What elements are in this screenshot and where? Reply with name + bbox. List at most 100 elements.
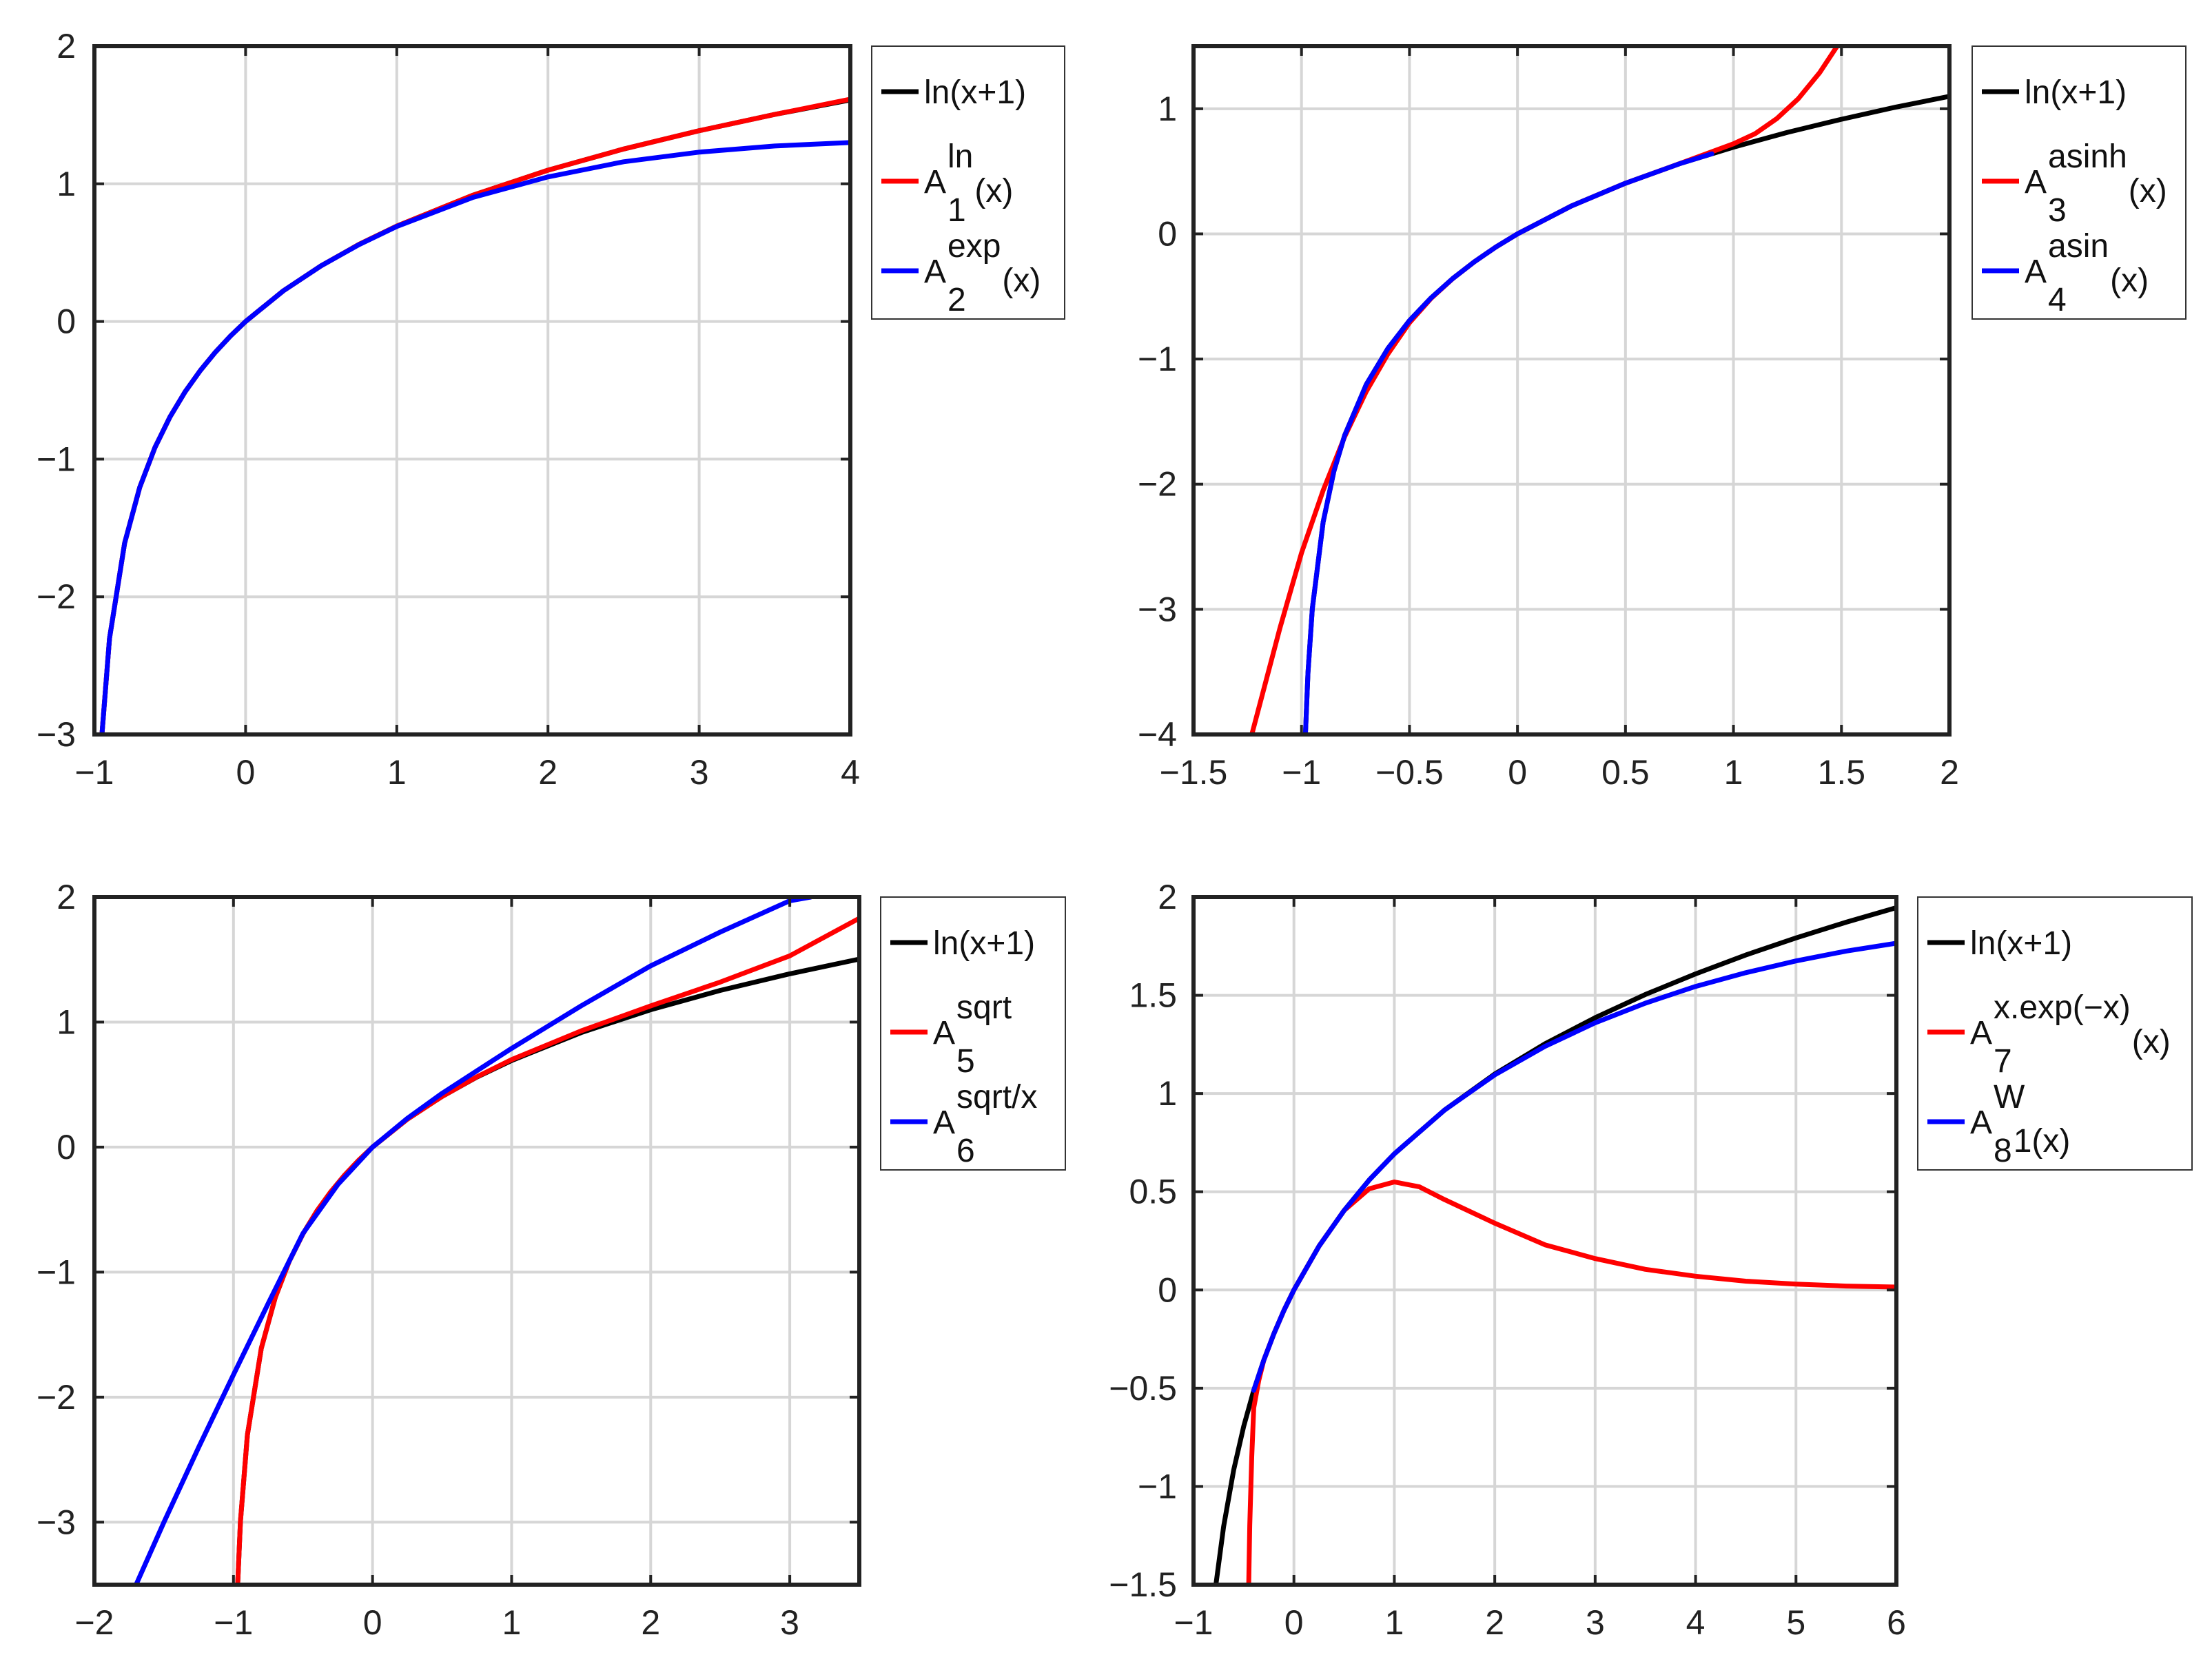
- series-line-1-3: [99, 140, 850, 734]
- legend-label-sub: 2: [948, 282, 966, 318]
- legend-label-sub: 6: [956, 1133, 975, 1169]
- x-tick-label: 5: [1786, 1603, 1805, 1642]
- y-tick-label: 0: [1158, 214, 1177, 253]
- legend-label-sub: 8: [1994, 1133, 2012, 1169]
- legend-label-sup: ln: [948, 138, 973, 175]
- y-tick-label: −3: [37, 1503, 76, 1541]
- y-tick-label: −1: [1138, 340, 1177, 378]
- x-tick-label: −1.5: [1160, 753, 1228, 792]
- legend-label-tail: (x): [2129, 173, 2167, 209]
- legend-label-base: A: [933, 1104, 955, 1141]
- y-tick-label: 2: [57, 27, 76, 65]
- x-tick-label: 0.5: [1601, 753, 1650, 792]
- series-line-2-3: [1302, 151, 1714, 734]
- legend-label: ln(x+1): [924, 74, 1026, 111]
- y-tick-label: −1: [37, 1253, 76, 1291]
- legend-label-tail: (x): [1002, 263, 1041, 299]
- x-tick-label: −1: [1282, 753, 1321, 792]
- legend-label: ln(x+1): [2025, 74, 2127, 111]
- plot-frame: [92, 895, 861, 1587]
- legend-label-sup: sqrt: [956, 989, 1012, 1026]
- y-tick-label: −4: [1138, 715, 1177, 754]
- x-tick-label: −1: [1174, 1603, 1213, 1642]
- chart-panel-2: −1.5 −1 −0.5 0 0.5 1 1.5 2 −4 −3 −2 −1 0 1 ln(x+1) Aasi…: [1138, 44, 2187, 792]
- plot-frame: [92, 44, 852, 737]
- y-tick-label: 0.5: [1129, 1173, 1177, 1211]
- plot-frame: [1191, 895, 1898, 1587]
- x-tick-label: 6: [1887, 1603, 1906, 1642]
- y-tick-label: 1: [1158, 1074, 1177, 1113]
- y-tick-label: 1: [57, 165, 76, 203]
- y-tick-label: 0: [57, 1128, 76, 1166]
- y-tick-label: −2: [1138, 465, 1177, 504]
- y-tick-label: −2: [37, 1378, 76, 1417]
- y-tick-label: 0: [57, 302, 76, 341]
- x-tick-label: 3: [1586, 1603, 1605, 1642]
- legend-label-base: A: [1970, 1015, 1992, 1051]
- x-tick-label: 4: [841, 753, 860, 792]
- legend-label-tail: (x): [2110, 263, 2149, 299]
- legend-label-base: A: [2025, 254, 2047, 290]
- y-tick-label: 1.5: [1129, 976, 1177, 1015]
- x-tick-label: −1: [214, 1603, 253, 1642]
- chart-panel-4: −1 0 1 2 3 4 5 6−1.5−1−0.500.511.52ln(x+1)Ax.ex…: [1109, 878, 2193, 1642]
- x-tick-label: 2: [641, 1603, 660, 1642]
- legend-label-tail: 1(x): [2014, 1123, 2071, 1160]
- legend-label-base: A: [2025, 164, 2047, 200]
- x-tick-label: 1: [1724, 753, 1743, 792]
- x-tick-label: 2: [1940, 753, 1959, 792]
- legend-label-tail: (x): [974, 173, 1013, 209]
- x-tick-label: 1: [502, 1603, 522, 1642]
- x-tick-label: −2: [74, 1603, 114, 1642]
- y-tick-label: −0.5: [1109, 1369, 1177, 1408]
- legend-label-sub: 5: [956, 1043, 975, 1080]
- y-tick-label: −3: [1138, 590, 1177, 628]
- y-tick-label: −3: [37, 715, 76, 754]
- legend-label-sub: 7: [1994, 1043, 2012, 1080]
- x-tick-label: 0: [236, 753, 255, 792]
- legend: ln(x+1) Ax.exp(−x) 7 (x) AW 8 1(x): [1917, 896, 2193, 1171]
- x-tick-label: 0: [1508, 753, 1527, 792]
- legend-label-base: A: [933, 1015, 955, 1051]
- legend-label-sup: exp: [948, 228, 1001, 265]
- x-tick-label: 3: [780, 1603, 799, 1642]
- y-tick-label: 0: [1158, 1270, 1177, 1309]
- legend-label-sup: asinh: [2048, 138, 2127, 175]
- y-tick-label: 1: [57, 1002, 76, 1041]
- legend-label-sup: x.exp(−x): [1994, 989, 2131, 1026]
- x-tick-label: 0: [1284, 1603, 1304, 1642]
- y-tick-label: 2: [1158, 878, 1177, 916]
- series-line-4-3: [1251, 940, 1896, 1393]
- x-tick-label: 3: [690, 753, 709, 792]
- x-tick-label: 1: [1385, 1603, 1404, 1642]
- x-tick-label: 4: [1686, 1603, 1706, 1642]
- y-tick-label: −2: [37, 577, 76, 616]
- x-tick-label: 0: [363, 1603, 382, 1642]
- legend-label-base: A: [924, 254, 946, 290]
- y-tick-label: −1.5: [1109, 1565, 1177, 1604]
- x-tick-label: 1: [387, 753, 407, 792]
- legend-label-sup: W: [1994, 1079, 2025, 1115]
- series-line-3-3: [134, 897, 813, 1585]
- legend-label-base: A: [924, 164, 946, 200]
- legend-label-sub: 1: [948, 192, 966, 229]
- y-tick-label: −1: [37, 440, 76, 478]
- y-tick-label: 1: [1158, 90, 1177, 128]
- x-tick-label: 2: [1485, 1603, 1504, 1642]
- legend-label-sub: 4: [2048, 282, 2067, 318]
- plot-frame: [1191, 44, 1952, 737]
- legend-label: ln(x+1): [933, 925, 1035, 962]
- x-tick-label: −0.5: [1375, 753, 1444, 792]
- x-tick-label: −1: [74, 753, 114, 792]
- y-tick-label: −1: [1138, 1467, 1177, 1505]
- legend-label-tail: (x): [2132, 1024, 2171, 1060]
- y-tick-label: 2: [57, 878, 76, 916]
- legend-label-sup: asin: [2048, 228, 2109, 265]
- legend-label-base: A: [1970, 1104, 1992, 1141]
